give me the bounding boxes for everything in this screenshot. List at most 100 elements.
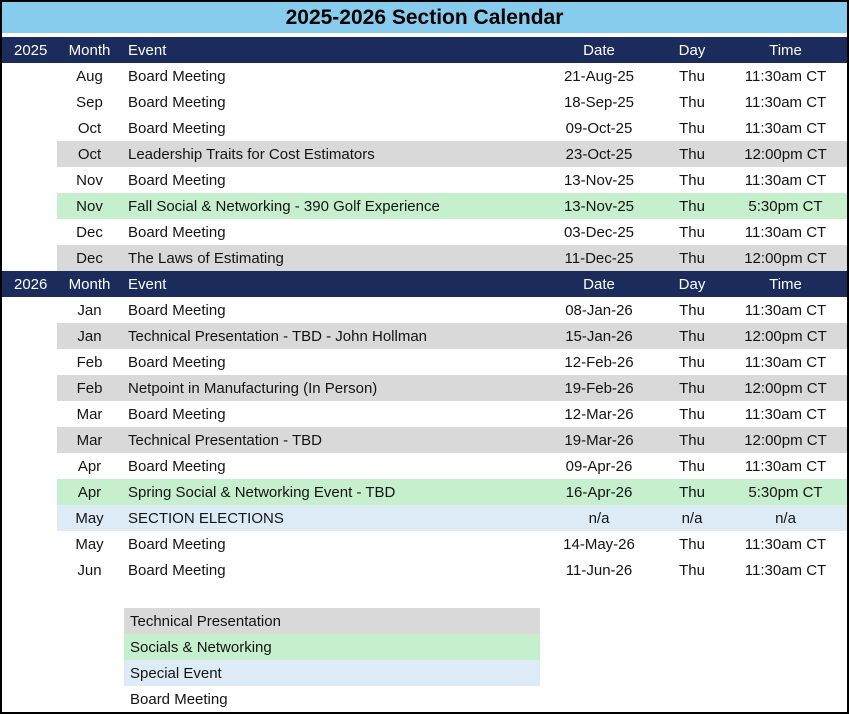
event-cell: The Laws of Estimating <box>128 249 284 267</box>
month-cell: Apr <box>77 457 102 475</box>
legend-item-label: Special Event <box>130 664 222 682</box>
date-cell: 11-Dec-25 <box>564 249 634 267</box>
date-cell: 09-Apr-26 <box>565 457 633 475</box>
event-cell: Board Meeting <box>128 119 226 137</box>
date-cell: 08-Jan-26 <box>565 301 633 319</box>
calendar-title-bar: 2025-2026 Section Calendar <box>2 2 847 33</box>
day-cell: Thu <box>679 67 705 85</box>
table-row: Nov Fall Social & Networking - 390 Golf … <box>2 193 847 219</box>
row-highlight-band: Dec Board Meeting 03-Dec-25 Thu 11:30am … <box>57 219 847 245</box>
month-cell: Nov <box>76 171 103 189</box>
time-cell: 11:30am CT <box>744 119 827 137</box>
event-cell: Board Meeting <box>128 353 226 371</box>
row-highlight-band: Feb Board Meeting 12-Feb-26 Thu 11:30am … <box>57 349 847 375</box>
row-highlight-band: May Board Meeting 14-May-26 Thu 11:30am … <box>57 531 847 557</box>
day-cell: Thu <box>679 119 705 137</box>
year-spacer-cell <box>2 401 57 427</box>
year-spacer-cell <box>2 63 57 89</box>
year-spacer-cell <box>2 531 57 557</box>
page-title: 2025-2026 Section Calendar <box>285 5 564 29</box>
date-cell: n/a <box>588 509 610 527</box>
year-spacer-cell <box>2 167 57 193</box>
row-highlight-band: Jan Board Meeting 08-Jan-26 Thu 11:30am … <box>57 297 847 323</box>
event-cell: Board Meeting <box>128 301 226 319</box>
day-cell: Thu <box>679 327 705 345</box>
time-cell: 12:00pm CT <box>744 145 827 163</box>
month-cell: Oct <box>77 119 102 137</box>
date-cell: 15-Jan-26 <box>565 327 633 345</box>
event-cell: Fall Social & Networking - 390 Golf Expe… <box>128 197 440 215</box>
table-row: Jan Technical Presentation - TBD - John … <box>2 323 847 349</box>
event-cell: Board Meeting <box>128 67 226 85</box>
day-cell: Thu <box>679 223 705 241</box>
column-header-day: Day <box>678 41 706 59</box>
month-cell: Jan <box>77 327 102 345</box>
row-highlight-band: Aug Board Meeting 21-Aug-25 Thu 11:30am … <box>57 63 847 89</box>
column-header-month: Month <box>68 41 111 59</box>
row-highlight-band: May SECTION ELECTIONS n/a n/a n/a <box>57 505 847 531</box>
date-cell: 21-Aug-25 <box>563 67 635 85</box>
day-cell: Thu <box>679 197 705 215</box>
time-cell: 12:00pm CT <box>744 379 827 397</box>
date-cell: 19-Mar-26 <box>564 431 634 449</box>
time-cell: 11:30am CT <box>744 171 827 189</box>
column-header-date: Date <box>583 41 615 59</box>
day-cell: Thu <box>679 483 705 501</box>
day-cell: Thu <box>679 93 705 111</box>
month-cell: May <box>75 509 104 527</box>
event-cell: Technical Presentation - TBD - John Holl… <box>128 327 428 345</box>
month-cell: Feb <box>76 379 103 397</box>
date-cell: 14-May-26 <box>563 535 635 553</box>
year-spacer-cell <box>2 453 57 479</box>
month-cell: Aug <box>76 67 103 85</box>
table-row: Jan Board Meeting 08-Jan-26 Thu 11:30am … <box>2 297 847 323</box>
legend-item: Socials & Networking <box>124 634 540 660</box>
month-cell: Oct <box>77 145 102 163</box>
day-cell: Thu <box>679 535 705 553</box>
table-row: Oct Board Meeting 09-Oct-25 Thu 11:30am … <box>2 115 847 141</box>
table-row: Nov Board Meeting 13-Nov-25 Thu 11:30am … <box>2 167 847 193</box>
month-cell: Mar <box>76 405 103 423</box>
month-cell: May <box>75 535 104 553</box>
table-row: Mar Board Meeting 12-Mar-26 Thu 11:30am … <box>2 401 847 427</box>
date-cell: 03-Dec-25 <box>563 223 635 241</box>
month-cell: Sep <box>76 93 103 111</box>
year-spacer-cell <box>2 427 57 453</box>
time-cell: 11:30am CT <box>744 301 827 319</box>
column-header-date: Date <box>583 275 615 293</box>
row-highlight-band: Sep Board Meeting 18-Sep-25 Thu 11:30am … <box>57 89 847 115</box>
time-cell: 12:00pm CT <box>744 249 827 267</box>
month-cell: Nov <box>76 197 103 215</box>
table-row: Apr Board Meeting 09-Apr-26 Thu 11:30am … <box>2 453 847 479</box>
rows-2026: Jan Board Meeting 08-Jan-26 Thu 11:30am … <box>2 297 847 583</box>
year-spacer-cell <box>2 89 57 115</box>
month-cell: Dec <box>76 223 103 241</box>
event-cell: Board Meeting <box>128 171 226 189</box>
month-cell: Mar <box>76 431 103 449</box>
legend-item: Board Meeting <box>124 686 540 712</box>
column-header-month: Month <box>68 275 111 293</box>
date-cell: 16-Apr-26 <box>565 483 633 501</box>
year-spacer-cell <box>2 557 57 583</box>
column-header-time: Time <box>769 275 802 293</box>
row-highlight-band: Oct Board Meeting 09-Oct-25 Thu 11:30am … <box>57 115 847 141</box>
time-cell: 11:30am CT <box>744 353 827 371</box>
table-row: Jun Board Meeting 11-Jun-26 Thu 11:30am … <box>2 557 847 583</box>
row-highlight-band: Feb Netpoint in Manufacturing (In Person… <box>57 375 847 401</box>
day-cell: Thu <box>679 561 705 579</box>
year-spacer-cell <box>2 219 57 245</box>
month-cell: Jun <box>77 561 102 579</box>
event-cell: Board Meeting <box>128 535 226 553</box>
table-row: Mar Technical Presentation - TBD 19-Mar-… <box>2 427 847 453</box>
date-cell: 11-Jun-26 <box>565 561 633 579</box>
column-header-time: Time <box>769 41 802 59</box>
time-cell: 5:30pm CT <box>748 483 823 501</box>
title-divider <box>2 33 847 37</box>
year-spacer-cell <box>2 479 57 505</box>
time-cell: 11:30am CT <box>744 405 827 423</box>
year-spacer-cell <box>2 193 57 219</box>
column-header-event: Event <box>128 275 167 293</box>
year-label: 2026 <box>14 275 48 293</box>
day-cell: Thu <box>679 431 705 449</box>
day-cell: Thu <box>679 457 705 475</box>
